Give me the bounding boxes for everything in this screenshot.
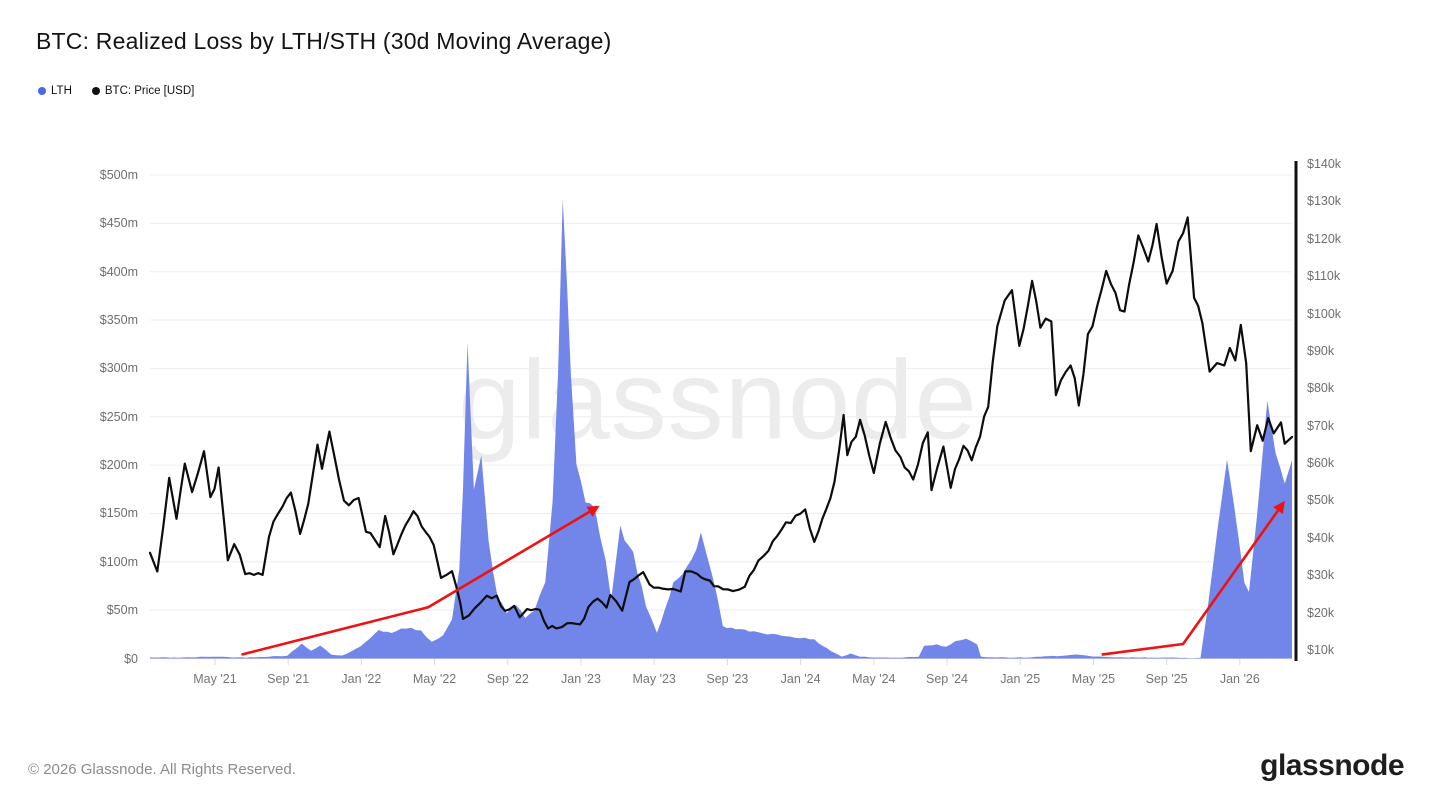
right-axis-tick-label: $130k xyxy=(1307,194,1342,209)
left-axis-tick-label: $350m xyxy=(99,313,138,328)
right-axis-tick-label: $40k xyxy=(1307,530,1335,545)
legend-label: LTH xyxy=(51,85,72,97)
x-axis-tick-label: Sep '21 xyxy=(267,672,310,686)
legend: LTH BTC: Price [USD] xyxy=(38,85,194,97)
x-axis-tick-label: Jan '25 xyxy=(1000,672,1041,686)
glassnode-logo: glassnode xyxy=(1260,749,1404,782)
legend-label: BTC: Price [USD] xyxy=(104,85,195,97)
right-axis-tick-label: $70k xyxy=(1307,418,1335,433)
trend-arrow-annotation xyxy=(1101,500,1285,656)
x-axis-tick-label: May '25 xyxy=(1071,672,1116,686)
chart-title: BTC: Realized Loss by LTH/STH (30d Movin… xyxy=(36,28,612,54)
x-axis-tick-label: May '22 xyxy=(412,672,457,686)
x-axis-tick-label: Jan '22 xyxy=(341,672,382,686)
x-axis-tick-label: Sep '25 xyxy=(1145,672,1188,686)
legend-item-btc-price-usd[interactable]: BTC: Price [USD] xyxy=(91,85,195,97)
x-axis-tick-label: May '24 xyxy=(852,672,896,686)
legend-dot-icon xyxy=(91,87,100,95)
left-axis-tick-label: $300m xyxy=(99,361,138,376)
left-axis-tick-label: $0 xyxy=(124,651,138,666)
right-axis-tick-label: $110k xyxy=(1307,269,1341,284)
left-axis-tick-label: $150m xyxy=(99,506,138,521)
legend-item-lth[interactable]: LTH xyxy=(38,85,72,97)
x-axis-tick-label: May '21 xyxy=(193,672,237,686)
x-axis-tick-label: May '23 xyxy=(632,672,676,686)
left-axis-tick-label: $50m xyxy=(106,603,138,618)
left-axis-tick-label: $100m xyxy=(99,554,138,569)
legend-dot-icon xyxy=(38,87,46,95)
x-axis-tick-label: Jan '26 xyxy=(1219,672,1260,686)
right-axis-tick-label: $90k xyxy=(1307,343,1335,358)
x-axis-tick-label: Jan '23 xyxy=(561,672,601,686)
left-axis-tick-label: $250m xyxy=(99,409,138,424)
right-axis-tick-label: $140k xyxy=(1307,157,1342,171)
x-axis-tick-label: Sep '22 xyxy=(486,672,529,686)
trend-arrow-annotation xyxy=(241,505,600,656)
left-axis-tick-label: $500m xyxy=(99,168,138,182)
right-axis-tick-label: $60k xyxy=(1307,456,1335,471)
copyright-text: © 2026 Glassnode. All Rights Reserved. xyxy=(28,761,296,778)
right-axis-tick-label: $80k xyxy=(1307,381,1335,396)
right-axis-tick-label: $100k xyxy=(1307,306,1342,321)
right-axis-tick-label: $120k xyxy=(1307,231,1342,246)
x-axis-tick-label: Sep '24 xyxy=(926,672,969,686)
x-axis-tick-label: Sep '23 xyxy=(706,672,749,686)
lth-area-series xyxy=(150,198,1292,659)
right-axis-tick-label: $50k xyxy=(1307,493,1335,508)
right-axis-tick-label: $20k xyxy=(1307,605,1335,620)
left-axis-tick-label: $450m xyxy=(99,216,138,231)
x-axis-tick-label: Jan '24 xyxy=(780,672,821,686)
left-axis-tick-label: $400m xyxy=(99,264,138,279)
right-axis-tick-label: $10k xyxy=(1307,643,1335,657)
left-axis-tick-label: $200m xyxy=(99,458,138,473)
right-axis-tick-label: $30k xyxy=(1307,568,1335,583)
btc-price-line-series xyxy=(148,216,1294,630)
